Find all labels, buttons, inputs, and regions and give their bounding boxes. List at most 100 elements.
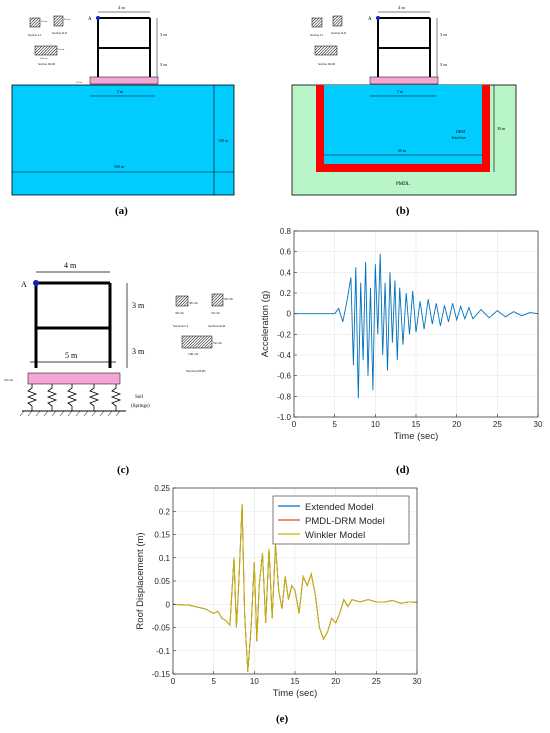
soil-label: Soil — [135, 395, 144, 400]
section-1-shape — [29, 17, 41, 28]
drm-label: DRM — [456, 129, 466, 134]
story2-dim: 3 m — [132, 347, 145, 356]
spring — [110, 384, 122, 411]
x-tick-label: 5 — [332, 420, 337, 429]
spring — [46, 384, 58, 411]
hatch-mark — [115, 410, 121, 417]
point-a-label: A — [88, 17, 92, 22]
story2-dim: 3 m — [160, 62, 167, 67]
hatch-mark — [99, 410, 105, 417]
y-tick-label: -0.6 — [277, 372, 291, 381]
section-3-label: Section III-III — [318, 62, 335, 66]
story1-dim: 3 m — [440, 32, 447, 37]
story2-dim: 3 m — [440, 62, 447, 67]
section-3-shape — [181, 335, 213, 349]
width-dim: 60 m — [398, 148, 407, 153]
soil-domain — [11, 84, 235, 196]
point-a-marker — [96, 16, 100, 20]
foundation — [369, 76, 439, 85]
point-a-label: A — [368, 17, 372, 22]
hatch-mark — [107, 410, 113, 417]
y-tick-label: 0.2 — [159, 507, 171, 516]
section-3-shape — [34, 45, 58, 56]
section-2-shape — [53, 15, 64, 27]
y-tick-label: -0.8 — [277, 392, 291, 401]
thickness-dim: 50 cm — [76, 81, 82, 84]
depth-dim: 30 m — [497, 126, 506, 131]
y-tick-label: 0 — [166, 600, 171, 609]
x-axis-label: Time (sec) — [273, 688, 318, 699]
story1-dim: 3 m — [132, 301, 145, 310]
panel-c-sections: 30 cm 30 cm 30 cm 50 cm 50 cm 100 cm Sec… — [173, 293, 233, 373]
x-tick-label: 25 — [493, 420, 502, 429]
hatch-mark — [75, 410, 81, 417]
panel-d-caption: (d) — [396, 464, 410, 476]
panel-e-caption: (e) — [276, 713, 289, 725]
section-1-shape — [311, 17, 323, 28]
hatch-mark — [35, 410, 41, 417]
ground-hatch — [19, 410, 121, 417]
bay-dim: 4 m — [118, 5, 125, 10]
y-tick-label: -0.4 — [277, 351, 291, 360]
x-tick-label: 0 — [171, 677, 176, 686]
panel-b: Section I-I Section II-II Section III-II… — [291, 5, 517, 217]
spring — [66, 384, 78, 411]
section-3-width: 100 cm — [188, 352, 199, 356]
drm-label-2: Interface — [452, 135, 466, 140]
x-tick-label: 30 — [413, 677, 422, 686]
thickness-dim: 50 cm — [4, 378, 13, 382]
story1-dim: 3 m — [160, 32, 167, 37]
y-tick-label: -0.1 — [156, 647, 170, 656]
hatch-mark — [83, 410, 89, 417]
springs-label: (Springs) — [131, 404, 150, 409]
section-1-label: Section I-I — [310, 33, 323, 37]
y-tick-label: 0 — [287, 310, 292, 319]
section-2-dim: 30 cm — [224, 297, 233, 301]
bay-dim: 4 m — [398, 5, 405, 10]
y-tick-label: -1.0 — [277, 413, 291, 422]
width-dim: 500 m — [114, 164, 125, 169]
section-3-dim: 50 cm — [213, 341, 222, 345]
foundation-dim: 5 m — [117, 89, 124, 94]
depth-dim: 100 m — [218, 138, 229, 143]
series-line-0 — [294, 253, 539, 399]
roof-displacement-chart: 0 5 10 15 20 25 30 -0.15 -0.1 -0.05 0 0.05 0.1 0.15 0.… — [135, 484, 422, 699]
section-1-dim: 30 cm — [41, 20, 47, 23]
soil-domain — [324, 85, 482, 164]
panel-b-frame — [377, 17, 431, 78]
section-2-shape — [332, 15, 343, 27]
section-2-dim: 30 cm — [64, 18, 70, 21]
panel-c: A 4 m 3 m 3 m 5 m 50 cm Soil (Springs) — [4, 261, 233, 476]
y-tick-label: 0.05 — [154, 577, 170, 586]
y-tick-label: -0.15 — [152, 670, 171, 679]
y-tick-label: 0.25 — [154, 484, 170, 493]
hatch-mark — [43, 410, 49, 417]
hatch-mark — [59, 410, 65, 417]
panel-a-caption: (a) — [115, 205, 128, 217]
x-tick-label: 5 — [211, 677, 216, 686]
y-tick-label: -0.05 — [152, 624, 171, 633]
hatch-mark — [19, 410, 25, 417]
section-1-width: 30 cm — [175, 311, 184, 315]
panel-c-caption: (c) — [117, 464, 130, 476]
point-a-marker — [33, 280, 39, 286]
hatch-mark — [51, 410, 57, 417]
panel-b-sections: Section I-I Section II-II Section III-II… — [310, 15, 346, 66]
y-axis-label: Roof Displacement (m) — [135, 532, 146, 629]
y-tick-label: 0.4 — [280, 268, 292, 277]
section-3-dim: 50 cm — [58, 48, 64, 51]
acceleration-chart: 0 5 10 15 20 25 30 -1.0 -0.8 -0.6 -0.4 -0.2 0 0.2 0.4 0… — [260, 227, 543, 442]
y-tick-label: 0.6 — [280, 248, 292, 257]
hatch-mark — [67, 410, 73, 417]
section-2-label: Section II-II — [208, 324, 226, 328]
hatch-mark — [27, 410, 33, 417]
legend-entry: Extended Model — [305, 502, 374, 513]
section-1-label: Section I-I — [28, 33, 41, 37]
y-tick-label: -0.2 — [277, 330, 291, 339]
x-tick-label: 10 — [250, 677, 259, 686]
x-tick-label: 15 — [412, 420, 421, 429]
x-tick-label: 0 — [292, 420, 297, 429]
section-3-width: 100 cm — [40, 57, 47, 60]
legend-entry: Winkler Model — [305, 530, 365, 541]
